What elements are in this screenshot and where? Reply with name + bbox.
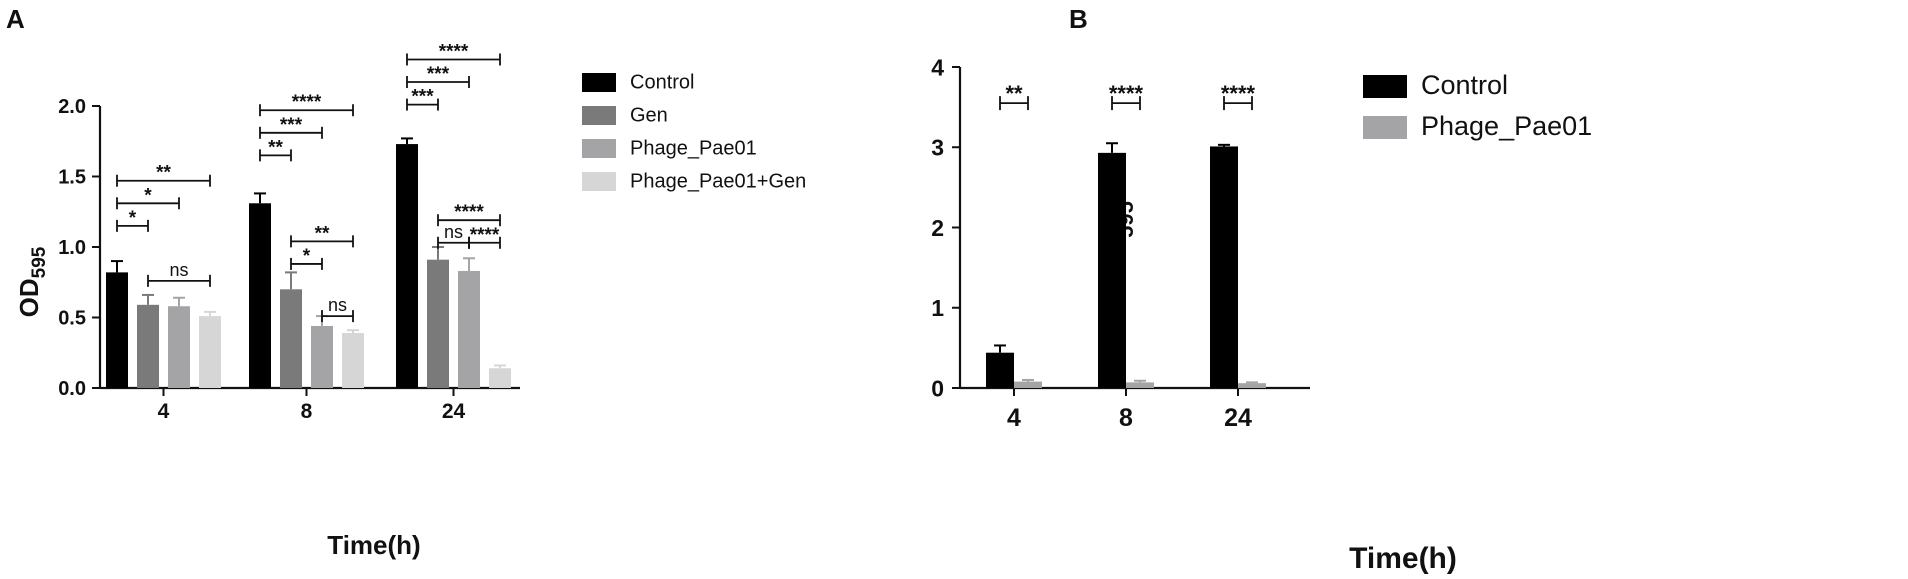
panel-b-bar xyxy=(986,352,1014,388)
panel-b-bar xyxy=(1238,383,1266,388)
panel-a-legend-swatch xyxy=(582,172,616,191)
panel-a-sig-label: ** xyxy=(268,137,283,158)
panel-b-sig-label: ** xyxy=(1005,81,1023,106)
panel-a-bar xyxy=(280,289,302,388)
panel-a-y-tick-label: 2.0 xyxy=(58,96,86,118)
panel-a-ylabel-main: OD xyxy=(14,278,44,317)
panel-a-bar xyxy=(199,316,221,388)
panel-a-sig-label: *** xyxy=(411,87,434,108)
panel-a-sig-label: ns xyxy=(328,295,347,315)
panel-a-sig-label: ns xyxy=(444,222,463,242)
panel-b-y-tick-label: 2 xyxy=(931,215,944,241)
panel-a-bar xyxy=(342,333,364,388)
panel-a-x-tick-label: 24 xyxy=(442,400,466,423)
panel-a-sig-label: *** xyxy=(280,115,303,136)
panel-a-bar xyxy=(458,270,480,388)
panel-a-xlabel: Time(h) xyxy=(327,530,420,560)
panel-a-legend-label: Control xyxy=(630,72,694,94)
panel-a-sig-label: **** xyxy=(439,41,469,62)
panel-a-bar xyxy=(311,325,333,388)
panel-b-legend-label: Control xyxy=(1421,70,1508,100)
panel-a-sig-label: ** xyxy=(315,223,330,244)
panel-a-x-tick-label: 8 xyxy=(301,400,313,423)
panel-a-ylabel-sub: 595 xyxy=(29,246,50,278)
panel-a-legend-swatch xyxy=(582,139,616,158)
panel-a-y-tick-label: 0.0 xyxy=(58,378,86,400)
panel-a-x-tick-label: 4 xyxy=(158,400,170,423)
panel-a-bar xyxy=(168,306,190,388)
panel-b-y-tick-label: 1 xyxy=(931,295,944,321)
panel-a-legend-label: Phage_Pae01 xyxy=(630,138,757,160)
panel-a-sig-label: ns xyxy=(169,260,188,280)
panel-b-legend-swatch xyxy=(1363,75,1407,98)
panel-b-sig-label: **** xyxy=(1109,81,1144,106)
panel-b-y-tick-label: 0 xyxy=(931,375,944,401)
panel-b-bar xyxy=(1210,146,1238,388)
panel-a-y-tick-label: 0.5 xyxy=(58,308,86,330)
panel-a-sig-label: * xyxy=(144,185,152,206)
panel-a-sig-label: **** xyxy=(454,202,484,223)
panel-a-y-tick-label: 1.0 xyxy=(58,237,86,259)
panel-b-legend-swatch xyxy=(1363,116,1407,139)
panel-a-bar xyxy=(137,304,159,388)
panel-letter-a: A xyxy=(6,4,25,34)
panel-b-x-tick-label: 4 xyxy=(1007,404,1021,432)
panel-a-sig-label: **** xyxy=(292,92,322,113)
panel-a-bar xyxy=(489,368,511,388)
panel-a-sig-label: * xyxy=(303,246,311,267)
panel-a-sig-label: **** xyxy=(470,225,500,246)
panel-b-sig-label: **** xyxy=(1221,81,1256,106)
panel-b-xlabel: Time(h) xyxy=(1349,542,1457,575)
panel-b-x-tick-label: 8 xyxy=(1119,404,1133,432)
panel-a-sig-label: *** xyxy=(427,64,450,85)
panel-a-y-tick-label: 1.5 xyxy=(58,167,86,189)
panel-b-y-tick-label: 4 xyxy=(931,54,944,80)
panel-a-bar xyxy=(427,259,449,388)
panel-b-bar xyxy=(1126,382,1154,388)
panel-a-bar xyxy=(396,144,418,388)
panel-a-legend-label: Gen xyxy=(630,105,668,127)
panel-a-legend-swatch xyxy=(582,106,616,125)
panel-b-x-tick-label: 24 xyxy=(1224,404,1252,432)
panel-a-legend-swatch xyxy=(582,73,616,92)
panel-a-sig-label: ** xyxy=(156,163,171,184)
panel-a-bar xyxy=(106,272,128,388)
panel-a-ylabel: OD595 xyxy=(14,246,50,317)
panel-b-y-tick-label: 3 xyxy=(931,135,944,161)
panel-a-legend-label: Phage_Pae01+Gen xyxy=(630,171,806,193)
panel-a-sig-label: * xyxy=(129,208,137,229)
panel-b-bar xyxy=(1098,152,1126,388)
panel-b-bar xyxy=(1014,381,1042,388)
panel-a-bar xyxy=(249,203,271,388)
panel-b-legend-label: Phage_Pae01 xyxy=(1421,111,1592,141)
panel-letter-b: B xyxy=(1069,4,1088,34)
